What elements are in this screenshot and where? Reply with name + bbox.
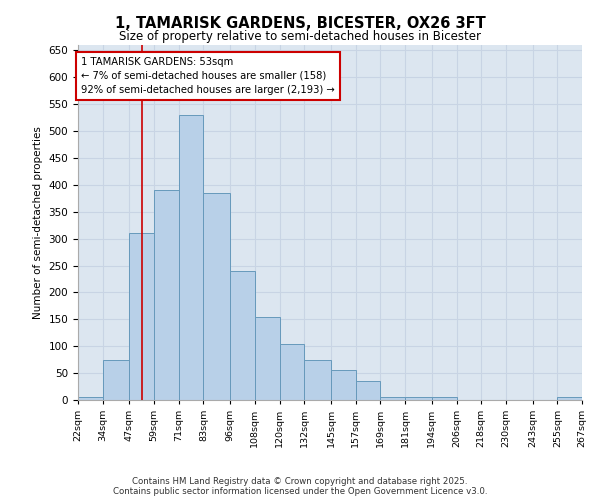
Y-axis label: Number of semi-detached properties: Number of semi-detached properties: [33, 126, 43, 319]
Text: Size of property relative to semi-detached houses in Bicester: Size of property relative to semi-detach…: [119, 30, 481, 43]
Bar: [255, 316, 280, 400]
Bar: [280, 344, 304, 400]
Bar: [130, 234, 154, 400]
Bar: [380, 398, 405, 400]
Bar: [304, 360, 331, 400]
Bar: [557, 398, 582, 400]
Bar: [356, 381, 380, 400]
Bar: [331, 370, 356, 400]
Bar: [179, 115, 203, 400]
Bar: [78, 398, 103, 400]
Bar: [203, 193, 230, 400]
Bar: [230, 271, 255, 400]
Text: Contains HM Land Registry data © Crown copyright and database right 2025.
Contai: Contains HM Land Registry data © Crown c…: [113, 476, 487, 496]
Bar: [103, 360, 130, 400]
Text: 1, TAMARISK GARDENS, BICESTER, OX26 3FT: 1, TAMARISK GARDENS, BICESTER, OX26 3FT: [115, 16, 485, 31]
Text: 1 TAMARISK GARDENS: 53sqm
← 7% of semi-detached houses are smaller (158)
92% of : 1 TAMARISK GARDENS: 53sqm ← 7% of semi-d…: [81, 57, 335, 95]
Bar: [154, 190, 179, 400]
Bar: [405, 398, 432, 400]
Bar: [432, 398, 457, 400]
